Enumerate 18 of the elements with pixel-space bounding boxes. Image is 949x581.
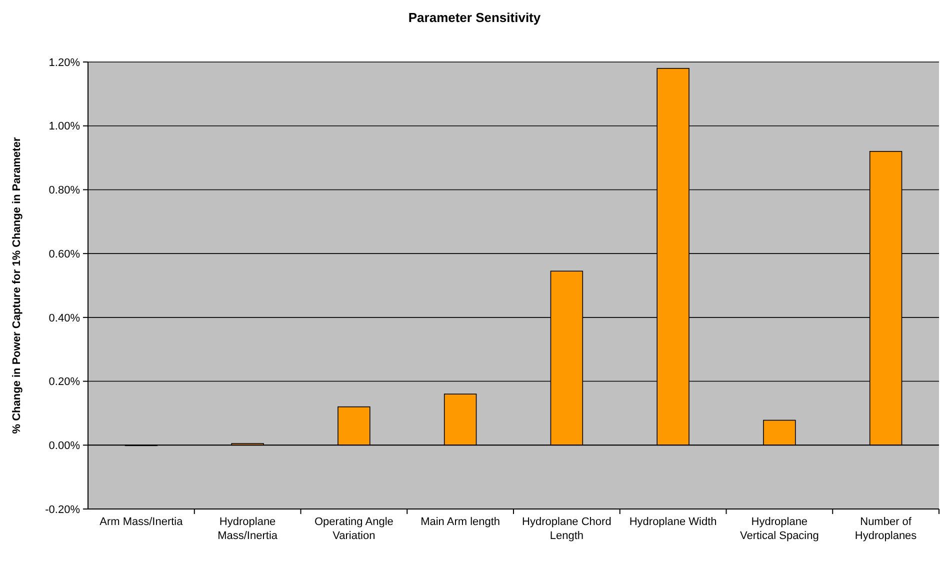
- y-tick-label: 0.20%: [48, 376, 80, 388]
- y-axis-title: % Change in Power Capture for 1% Change in Parameter: [11, 136, 23, 434]
- y-tick-label: 0.80%: [48, 184, 80, 197]
- y-tick-label: 1.00%: [48, 120, 80, 133]
- y-tick-label: -0.20%: [45, 504, 80, 516]
- x-tick-label: Hydroplane Mass/Inertia: [218, 516, 278, 542]
- y-tick-label: 1.20%: [48, 56, 80, 69]
- x-tick-label: Hydroplane Chord Length: [522, 516, 612, 542]
- x-tick-label: Main Arm length: [420, 516, 500, 528]
- x-tick-label: Hydroplane Vertical Spacing: [740, 516, 819, 542]
- x-tick-label: Hydroplane Width: [629, 516, 717, 528]
- x-tick-label: Number of Hydroplanes: [854, 516, 918, 542]
- y-tick-label: 0.40%: [48, 312, 80, 324]
- x-tick-label: Arm Mass/Inertia: [100, 516, 184, 528]
- chart-title: Parameter Sensitivity: [408, 10, 542, 25]
- x-tick-label: Operating Angle Variation: [314, 516, 394, 542]
- y-tick-label: 0.00%: [48, 440, 80, 452]
- y-tick-label: 0.60%: [48, 248, 80, 260]
